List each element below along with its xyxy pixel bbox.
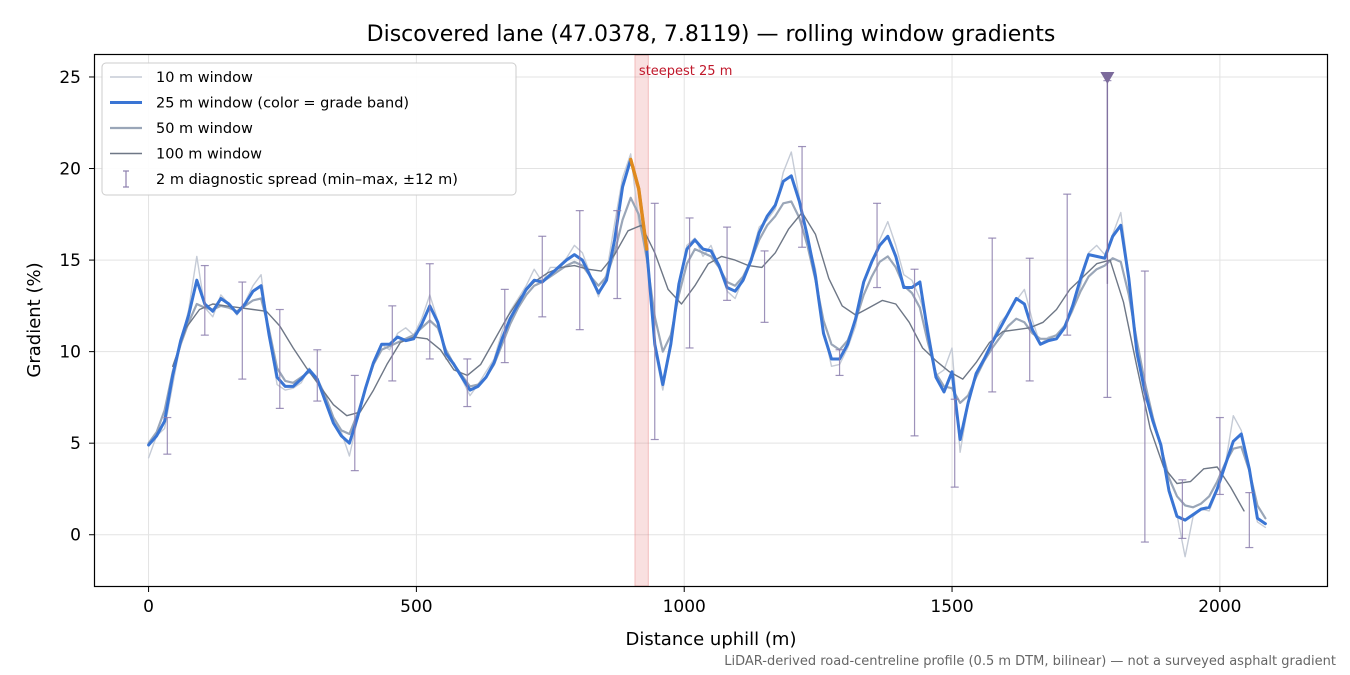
- x-tick-label: 500: [400, 597, 432, 617]
- plot-frame: [93, 53, 1329, 588]
- error-bar: [760, 250, 769, 323]
- error-bar: [238, 281, 247, 380]
- error-bar: [388, 305, 397, 382]
- error-bar: [425, 263, 434, 360]
- error-bar: [835, 349, 844, 377]
- legend: 10 m window 25 m window (color = grade ba…: [101, 62, 517, 196]
- x-tick-label: 1500: [930, 597, 973, 617]
- y-tick-label: 10: [59, 343, 81, 363]
- error-bar: [910, 268, 919, 437]
- y-tick-label: 0: [70, 526, 81, 546]
- error-bar: [200, 264, 209, 336]
- steepest-band: [634, 54, 649, 587]
- series-line-3: [147, 196, 1267, 520]
- axes: 0 500 1000 1500 2000 0 5 10 15 20 25: [59, 68, 1241, 617]
- peak-marker-layer: [1100, 71, 1115, 284]
- y-axis-label: Gradient (%): [24, 262, 45, 377]
- error-bar: [988, 237, 997, 393]
- error-bar: [500, 288, 509, 364]
- y-tick-label: 20: [59, 160, 81, 180]
- legend-label: 10 m window: [156, 70, 253, 86]
- error-bar: [1178, 479, 1187, 539]
- error-bar: [1140, 270, 1149, 543]
- error-bar: [1025, 257, 1034, 382]
- y-tick-label: 25: [59, 68, 81, 88]
- error-bar: [1215, 416, 1224, 496]
- x-axis-label: Distance uphill (m): [626, 629, 797, 650]
- y-tick-label: 15: [59, 251, 81, 271]
- legend-label: 2 m diagnostic spread (min–max, ±12 m): [156, 172, 458, 188]
- chart-title: Discovered lane (47.0378, 7.8119) — roll…: [367, 22, 1056, 47]
- error-bar: [798, 145, 807, 248]
- x-tick-label: 0: [143, 597, 154, 617]
- series-layer: [147, 151, 1267, 558]
- steepest-highlight: steepest 25 m: [634, 54, 732, 587]
- error-bar: [650, 202, 659, 441]
- y-tick-label: 5: [70, 434, 81, 454]
- error-bar: [350, 374, 359, 472]
- footnote: LiDAR-derived road-centreline profile (0…: [724, 654, 1336, 669]
- legend-label: 50 m window: [156, 121, 253, 137]
- x-tick-label: 2000: [1198, 597, 1241, 617]
- error-bar: [163, 416, 172, 455]
- error-bar: [613, 210, 622, 300]
- error-bar: [873, 202, 882, 289]
- error-bar: [685, 217, 694, 349]
- error-bar: [723, 226, 732, 301]
- legend-label: 25 m window (color = grade band): [156, 96, 409, 112]
- error-bar: [575, 210, 584, 331]
- error-bar: [463, 358, 472, 408]
- error-bar: [950, 398, 959, 488]
- steep-segment: [629, 157, 649, 251]
- series-line-1: [147, 151, 1267, 558]
- error-bar: [275, 308, 284, 409]
- legend-label: 100 m window: [156, 147, 262, 163]
- steepest-label: steepest 25 m: [639, 64, 732, 79]
- error-bar: [1245, 492, 1254, 549]
- legend-box: [101, 62, 517, 196]
- series-line-4: [171, 211, 1245, 512]
- error-bar: [313, 349, 322, 402]
- x-tick-label: 1000: [663, 597, 706, 617]
- series-line-2: [147, 157, 1267, 526]
- marker-triangle: [1100, 71, 1115, 84]
- error-bar: [538, 235, 547, 318]
- error-bar: [1063, 193, 1072, 336]
